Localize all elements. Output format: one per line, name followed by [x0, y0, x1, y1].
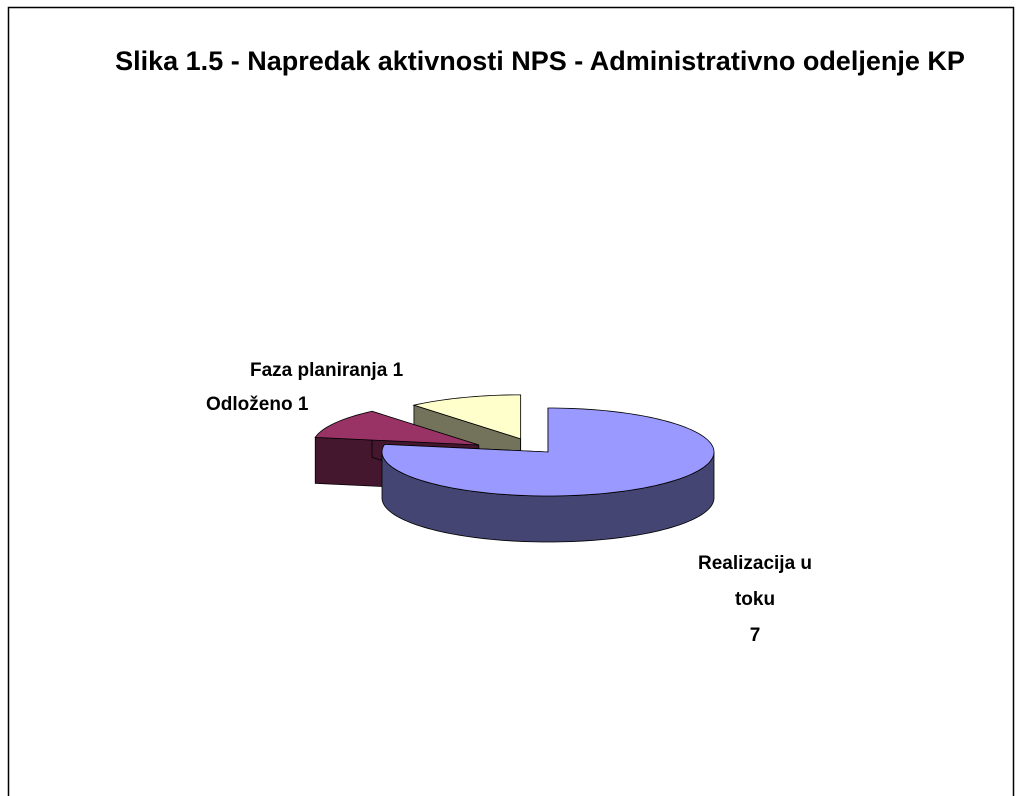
- slice-top: [381, 407, 715, 497]
- slice-top: [314, 410, 479, 446]
- label-name: Odloženo: [206, 394, 293, 415]
- label-value: 7: [749, 625, 761, 646]
- slice-top: [412, 394, 522, 440]
- slice-label: Odloženo 1: [206, 394, 308, 416]
- chart-border: [7, 6, 1015, 796]
- label-name: Realizacija u toku: [697, 553, 813, 610]
- slice: [381, 407, 715, 543]
- pie: [314, 394, 715, 543]
- slice-label: Realizacija u toku 7: [690, 546, 820, 654]
- slice-label: Faza planiranja 1: [250, 360, 403, 382]
- label-value: 1: [392, 360, 404, 381]
- label-value: 1: [297, 394, 309, 415]
- chart-title: Slika 1.5 - Napredak aktivnosti NPS - Ad…: [115, 46, 965, 76]
- label-name: Faza planiranja: [250, 360, 388, 381]
